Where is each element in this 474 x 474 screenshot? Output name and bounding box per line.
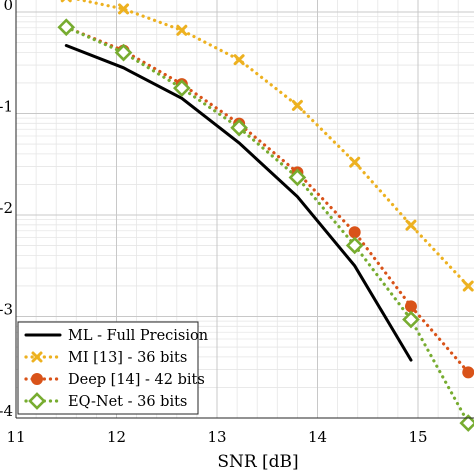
- y-tick-label: -4: [0, 402, 13, 420]
- data-point-2: [462, 280, 474, 292]
- marker-stroke: [349, 156, 361, 168]
- series-layer: [57, 0, 474, 432]
- data-point-2: [118, 3, 130, 15]
- data-point-2: [291, 99, 303, 111]
- data-point-2: [349, 156, 361, 168]
- x-tick-label: 11: [6, 428, 25, 446]
- series-line-4: [64, 25, 470, 425]
- x-axis-label: SNR [dB]: [217, 452, 298, 472]
- data-point-2: [233, 54, 245, 66]
- data-point-4: [57, 18, 76, 37]
- tick-labels: 11 12 13 14 15 0 -1 -2 -3 -4: [0, 0, 428, 446]
- series-line-1: [64, 44, 413, 362]
- marker-stroke: [462, 280, 474, 292]
- legend-box: [17, 321, 199, 415]
- data-point-4: [459, 414, 474, 432]
- axes: [15, 0, 474, 419]
- data-point-2: [405, 219, 417, 231]
- data-point-4: [172, 79, 191, 97]
- data-point-4: [345, 236, 364, 255]
- legend-marker-2: [31, 351, 43, 363]
- y-tick-label: -2: [0, 199, 13, 217]
- data-point-4: [114, 43, 133, 62]
- data-point-2: [176, 24, 188, 36]
- data-point-4: [288, 168, 307, 187]
- legend-marker-4: [28, 392, 46, 410]
- legend-label-2: MI [13] - 36 bits: [68, 350, 187, 366]
- marker-stroke: [291, 99, 303, 111]
- data-point-3: [348, 226, 361, 239]
- series-line-2: [73, 0, 470, 288]
- marker-stroke: [233, 54, 245, 66]
- marker-stroke: [31, 351, 43, 363]
- series-line-3: [64, 25, 470, 374]
- legend-label-3: Deep [14] - 42 bits: [68, 372, 205, 388]
- x-tick-label: 12: [107, 428, 126, 446]
- legend-marker-3: [31, 373, 43, 385]
- x-tick-label: 14: [308, 428, 327, 446]
- data-point-3: [462, 366, 474, 379]
- legend-label-1: ML - Full Precision: [68, 328, 208, 344]
- marker-stroke: [405, 219, 417, 231]
- marker-stroke: [176, 24, 188, 36]
- x-tick-label: 13: [207, 428, 226, 446]
- y-tick-label: -3: [0, 301, 13, 319]
- legend-label-4: EQ-Net - 36 bits: [68, 394, 187, 410]
- data-point-3: [404, 300, 417, 313]
- data-point-4: [230, 118, 248, 137]
- y-tick-label: 0: [3, 0, 13, 14]
- marker-stroke: [118, 3, 130, 15]
- data-point-4: [402, 310, 420, 329]
- y-tick-label: -1: [0, 98, 13, 116]
- legend: ML - Full Precision MI [13] - 36 bits Deep…: [17, 321, 208, 415]
- x-tick-label: 15: [408, 428, 427, 446]
